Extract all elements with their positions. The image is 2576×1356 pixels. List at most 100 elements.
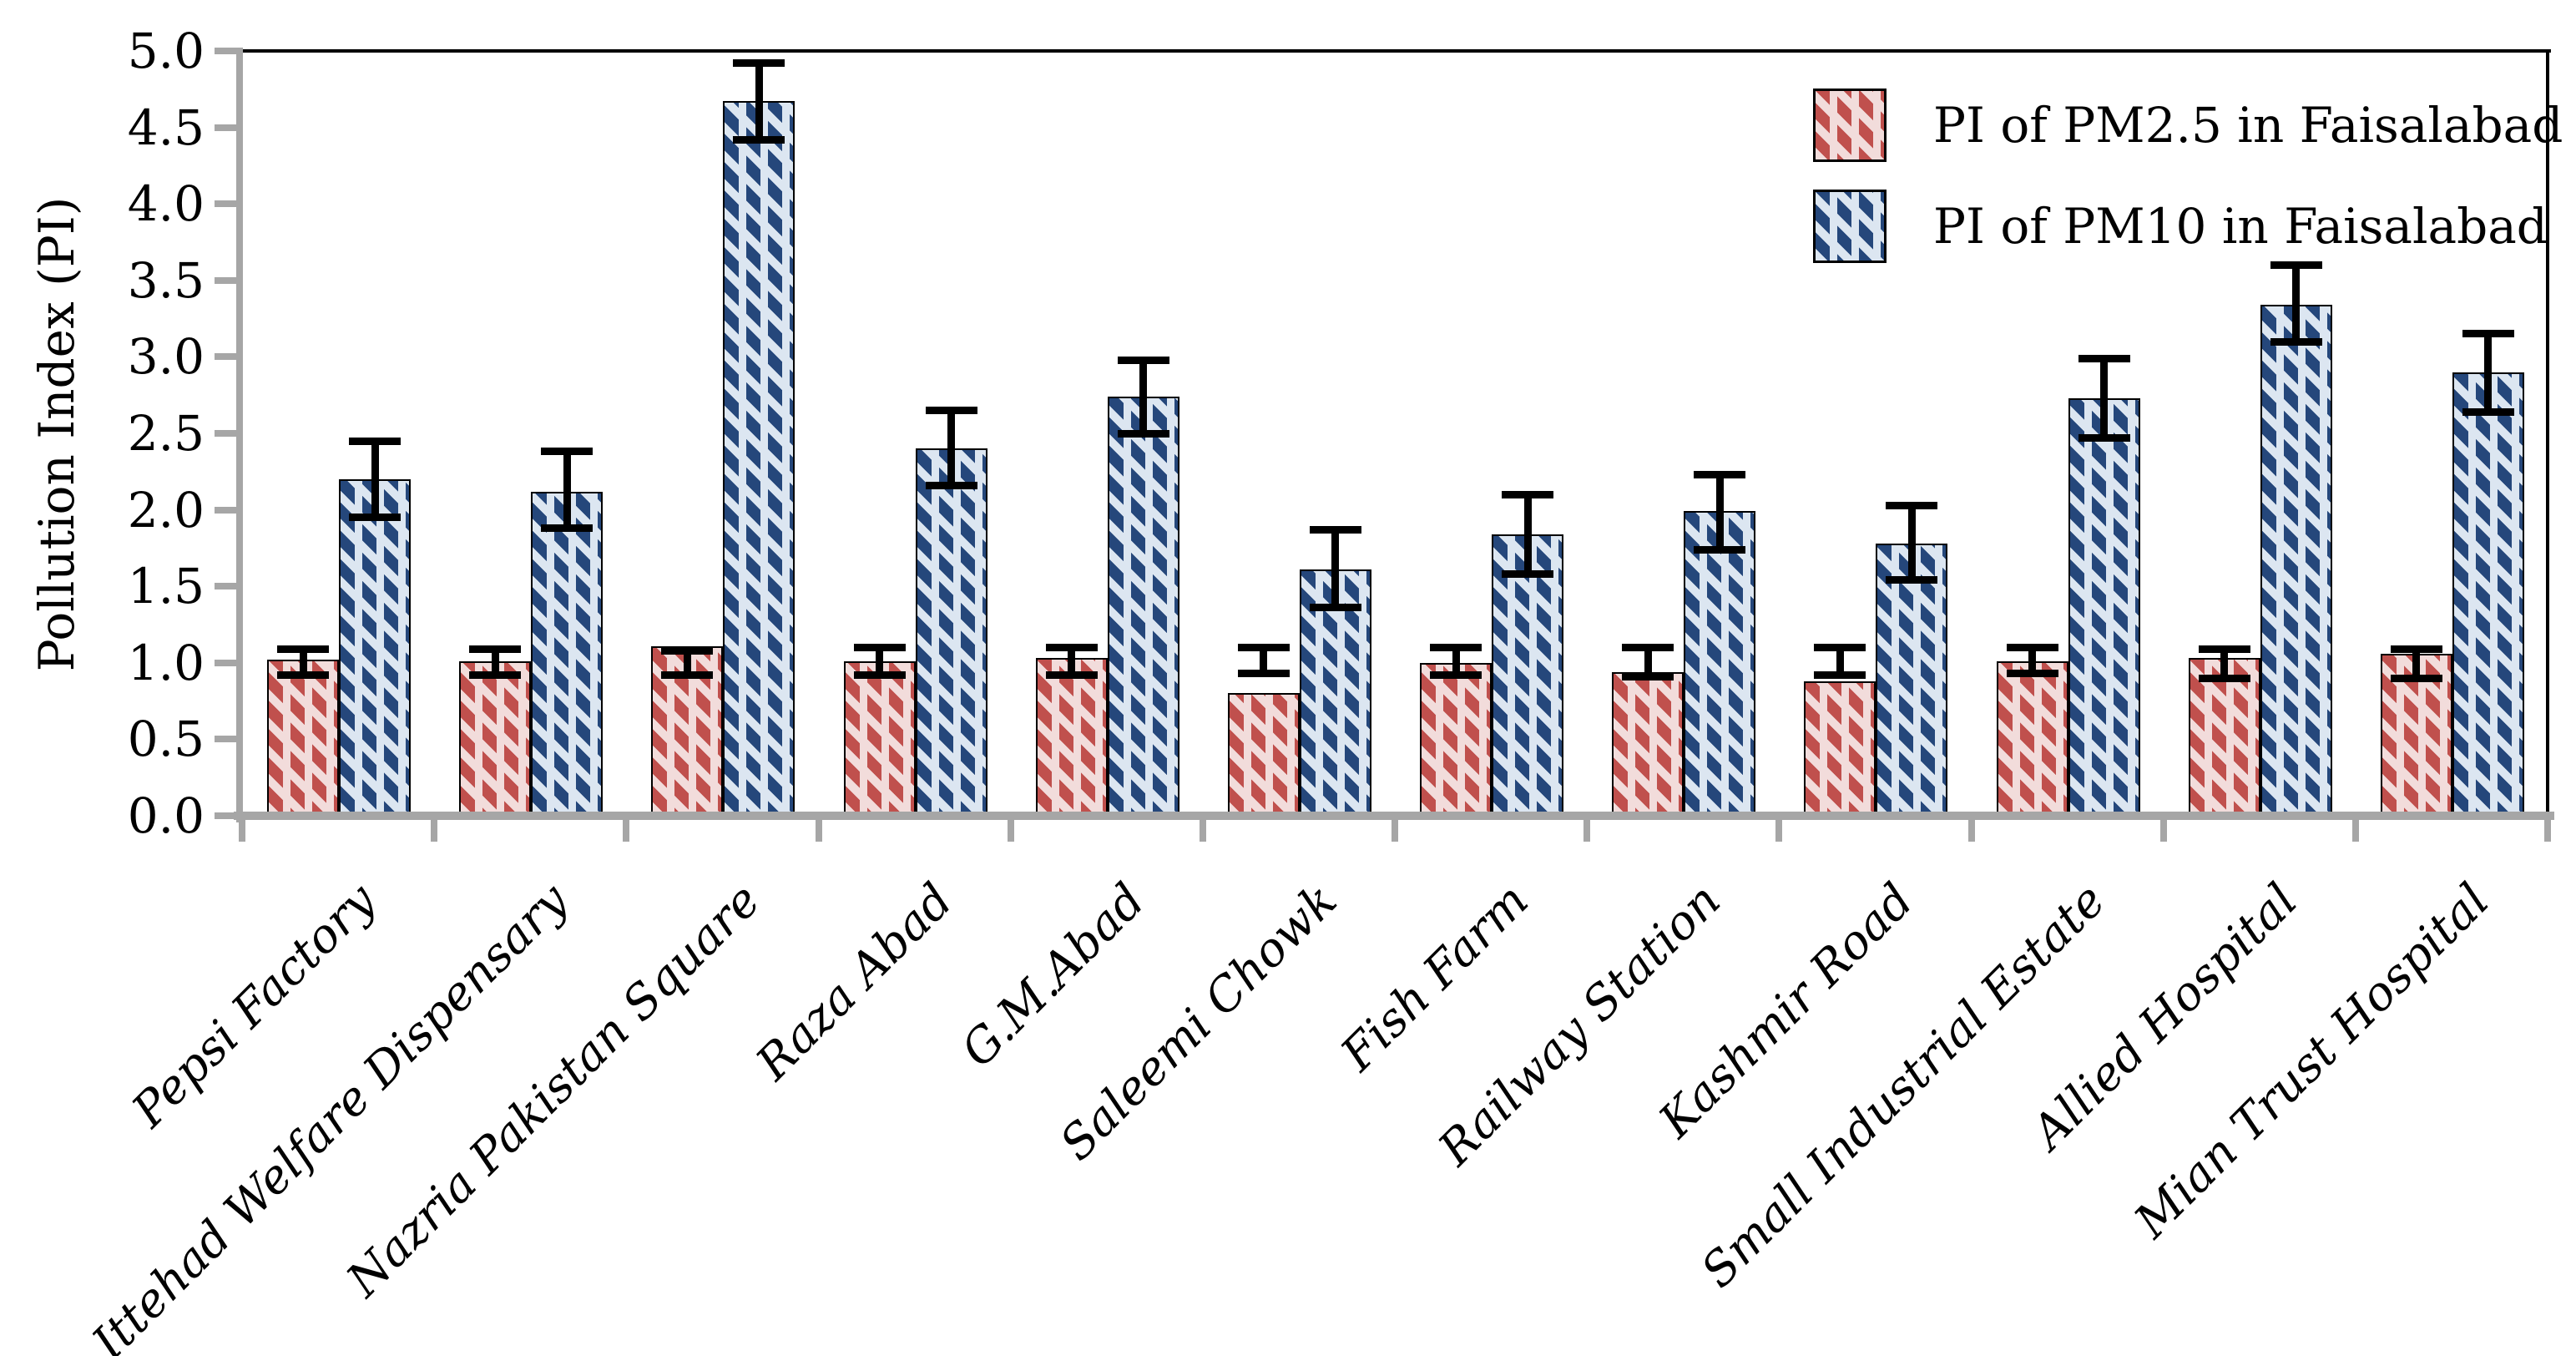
legend-swatch-pm25-icon [1813,89,1887,162]
category-label: Raza Abad [745,873,963,1091]
error-bar-cap-bottom [1045,670,1098,679]
y-axis-tick [215,276,237,284]
x-axis-tick [2159,820,2167,842]
bar-pm25 [1420,662,1492,816]
error-bar-cap-bottom [853,670,906,679]
error-bar-line [1068,647,1076,675]
y-axis-tick [215,430,237,437]
bar-pm10 [339,478,411,816]
error-bar-line [1452,647,1460,675]
y-axis-tick [215,659,237,666]
bar-pm10 [1299,569,1371,816]
x-axis-tick [815,820,822,842]
bar-pm10 [915,448,987,816]
y-tick-label: 4.0 [127,175,205,233]
x-axis-tick [1583,820,1591,842]
bar-pm25 [2188,658,2260,816]
y-tick-label: 0.0 [127,787,205,844]
error-bar-cap-top [853,643,906,651]
x-axis-tick [2351,820,2359,842]
error-bar-cap-bottom [2270,337,2322,346]
y-axis-tick [215,812,237,819]
bar-pm10 [1107,397,1179,816]
y-axis-tick [215,48,237,54]
x-axis-tick [1392,820,1398,842]
error-bar-line [371,441,379,518]
legend-swatch-pm10-icon [1813,190,1887,263]
x-axis-tick [2544,820,2551,842]
x-axis-tick [623,820,630,842]
error-bar-cap-top [541,448,593,456]
category-label: G.M.Abad [950,873,1155,1078]
category-label: Small Industrial Estate [1690,873,2116,1298]
error-bar-cap-top [1237,643,1290,651]
error-bar-cap-bottom [1814,670,1866,679]
error-bar-line [1139,360,1148,433]
y-tick-label: 2.5 [127,405,205,462]
y-tick-label: 1.5 [127,558,205,615]
error-bar-line [2100,358,2108,438]
y-tick-label: 1.0 [127,634,205,691]
error-bar-line [1260,647,1268,674]
bar-pm25 [1227,693,1300,816]
plot-frame-top [242,49,2551,53]
error-bar-line [1644,647,1652,677]
error-bar-line [2292,265,2301,342]
x-axis-tick [431,820,438,842]
y-axis-line [236,48,243,822]
y-axis-tick [215,124,237,131]
y-tick-label: 3.5 [127,251,205,309]
error-bar-cap-top [1886,501,1938,509]
error-bar-cap-bottom [541,524,593,533]
error-bar-cap-bottom [733,135,785,144]
y-tick-label: 5.0 [127,23,205,79]
error-bar-cap-bottom [1430,670,1482,679]
x-axis-tick [239,820,245,842]
y-axis-tick [215,506,237,514]
error-bar-cap-bottom [1886,576,1938,584]
error-bar-cap-bottom [1502,570,1553,579]
error-bar-line [491,649,499,675]
error-bar-cap-top [733,59,785,68]
bar-pm10 [2068,397,2140,816]
error-bar-cap-top [2270,261,2322,269]
y-tick-label: 2.0 [127,481,205,539]
bar-pm10 [531,491,604,816]
error-bar-cap-bottom [2462,407,2514,416]
bar-pm10 [1876,543,1948,816]
legend-item-pm10: PI of PM10 in Faisalabad [1813,190,2548,263]
x-axis-line [234,812,2554,820]
error-bar-line [563,451,571,529]
error-bar-line [876,647,883,675]
error-bar-cap-bottom [1117,429,1169,438]
error-bar-cap-top [1430,643,1482,651]
error-bar-cap-top [1045,643,1098,651]
error-bar-cap-top [1502,490,1553,498]
y-tick-label: 0.5 [127,711,205,768]
error-bar-line [1907,505,1916,580]
error-bar-cap-top [1117,356,1169,364]
error-bar-cap-top [2078,354,2130,362]
error-bar-cap-top [661,646,714,655]
x-axis-tick [1775,820,1783,842]
plot-frame-right [2546,49,2549,817]
y-axis-tick [215,583,237,590]
legend-label-pm10: PI of PM10 in Faisalabad [1933,198,2548,255]
error-bar-line [1836,647,1844,675]
error-bar-cap-bottom [1694,545,1746,554]
y-axis-tick [215,200,237,208]
category-label: Fish Farm [1331,873,1540,1082]
y-tick-label: 4.5 [127,99,205,156]
error-bar-cap-top [1622,643,1674,651]
bar-pm25 [843,660,916,816]
error-bar-cap-bottom [349,514,401,522]
y-tick-label: 3.0 [127,328,205,386]
error-bar-line [683,650,691,675]
error-bar-cap-top [2198,645,2250,653]
error-bar-cap-top [349,437,401,445]
error-bar-line [299,649,307,675]
error-bar-cap-bottom [1622,672,1674,681]
bar-pm25 [1612,671,1685,816]
error-bar-cap-bottom [2006,670,2058,678]
